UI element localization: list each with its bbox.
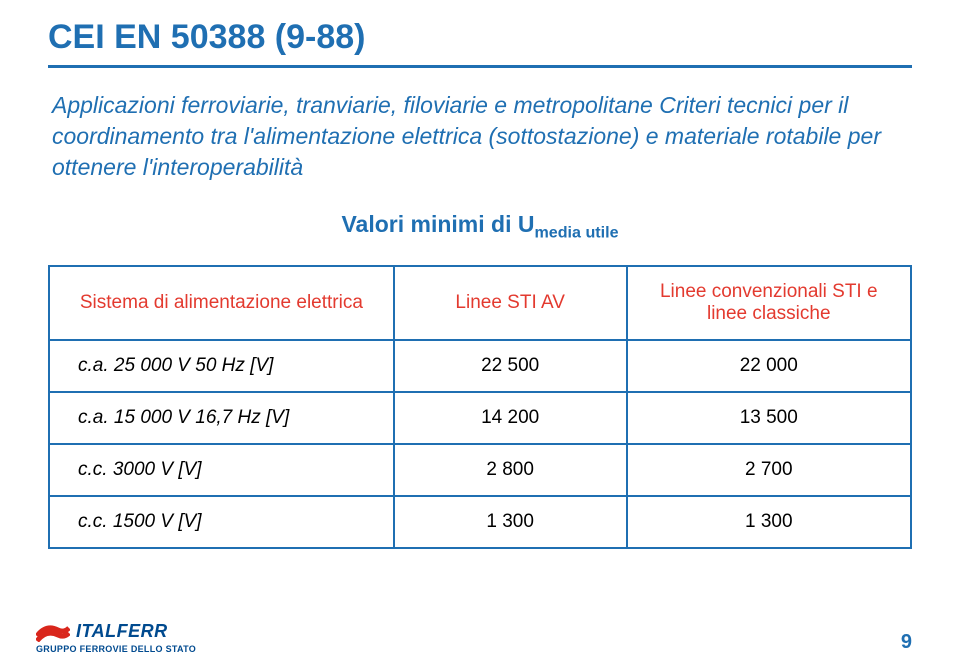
table-header-system: Sistema di alimentazione elettrica [49,266,394,340]
row-value: 13 500 [627,392,911,444]
row-value: 2 800 [394,444,627,496]
row-value: 22 000 [627,340,911,392]
slide-footer: ITALFERR GRUPPO FERROVIE DELLO STATO 9 [0,606,960,654]
row-value: 2 700 [627,444,911,496]
slide-title: CEI EN 50388 (9-88) [48,18,912,57]
table-header-row: Sistema di alimentazione elettrica Linee… [49,266,911,340]
italferr-mark-icon [36,622,70,642]
table-row: c.a. 25 000 V 50 Hz [V] 22 500 22 000 [49,340,911,392]
row-label: c.c. 3000 V [V] [49,444,394,496]
page-number: 9 [901,631,912,654]
values-table: Sistema di alimentazione elettrica Linee… [48,265,912,549]
row-value: 1 300 [394,496,627,548]
row-label: c.a. 15 000 V 16,7 Hz [V] [49,392,394,444]
table-header-sti-av: Linee STI AV [394,266,627,340]
table-row: c.c. 3000 V [V] 2 800 2 700 [49,444,911,496]
italferr-brand-text: ITALFERR [76,621,168,642]
row-label: c.c. 1500 V [V] [49,496,394,548]
row-value: 14 200 [394,392,627,444]
row-value: 22 500 [394,340,627,392]
subheading-prefix: Valori minimi di U [341,211,534,237]
table-header-conventional: Linee convenzionali STI e linee classich… [627,266,911,340]
table-row: c.c. 1500 V [V] 1 300 1 300 [49,496,911,548]
slide-description: Applicazioni ferroviarie, tranviarie, fi… [52,90,908,183]
italferr-logo: ITALFERR [36,621,168,642]
table-subheading: Valori minimi di Umedia utile [48,211,912,243]
row-value: 1 300 [627,496,911,548]
gruppo-text: GRUPPO FERROVIE DELLO STATO [36,644,196,654]
logo-block: ITALFERR GRUPPO FERROVIE DELLO STATO [36,621,196,654]
table-row: c.a. 15 000 V 16,7 Hz [V] 14 200 13 500 [49,392,911,444]
title-underline [48,65,912,68]
subheading-subscript: media utile [534,224,618,242]
row-label: c.a. 25 000 V 50 Hz [V] [49,340,394,392]
